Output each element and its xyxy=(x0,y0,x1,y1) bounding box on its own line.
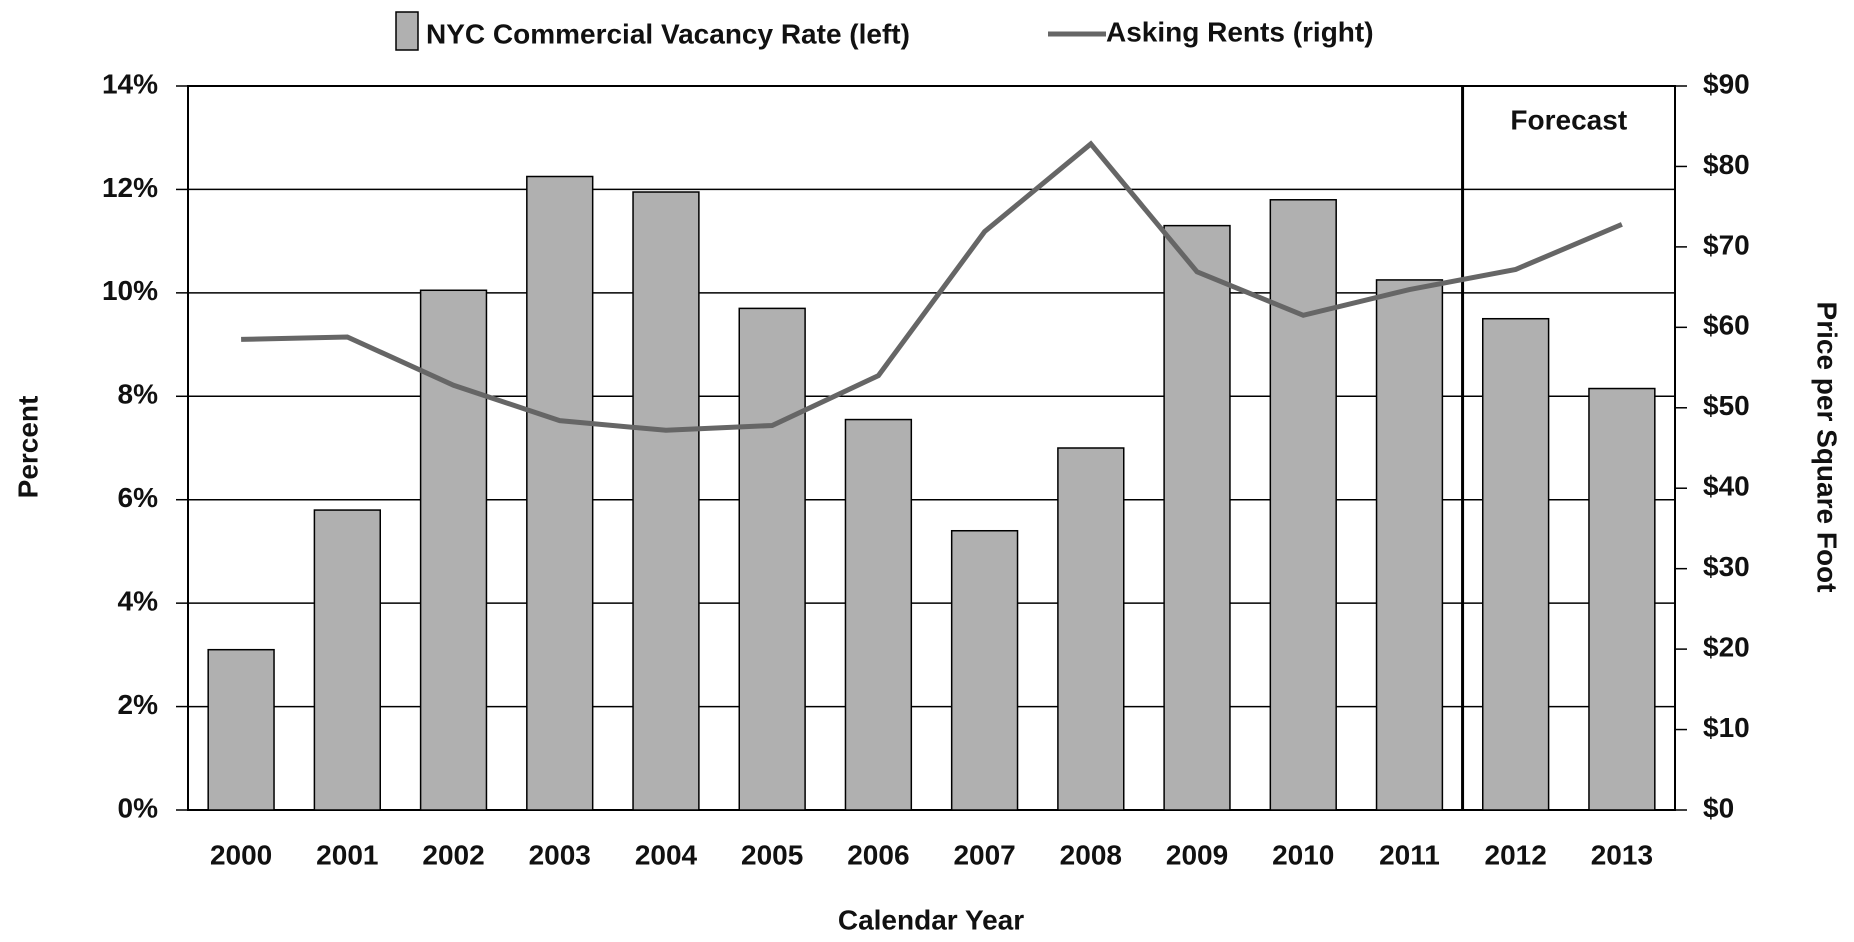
bar xyxy=(207,648,275,811)
y2-tick-label: $20 xyxy=(1703,632,1750,663)
y-tick-label: 12% xyxy=(102,172,158,203)
x-tick-label: 2010 xyxy=(1272,839,1334,870)
y2-tick-label: $50 xyxy=(1703,390,1750,421)
y-tick-label: 0% xyxy=(118,792,159,823)
y2-tick-label: $60 xyxy=(1703,310,1750,341)
y-tick-label: 4% xyxy=(118,586,159,617)
x-tick-label: 2005 xyxy=(741,839,803,870)
bar xyxy=(738,307,806,811)
forecast-label: Forecast xyxy=(1510,104,1627,135)
x-tick-label: 2001 xyxy=(316,839,378,870)
y2-tick-label: $10 xyxy=(1703,712,1750,743)
x-axis-title: Calendar Year xyxy=(838,904,1024,935)
y2-axis-title: Price per Square Foot xyxy=(1812,302,1843,593)
x-tick-label: 2011 xyxy=(1379,839,1440,870)
bar xyxy=(632,191,700,811)
legend-label: NYC Commercial Vacancy Rate (left) xyxy=(426,18,910,49)
x-tick-label: 2009 xyxy=(1166,839,1228,870)
x-tick-label: 2008 xyxy=(1060,839,1122,870)
y2-tick-label: $30 xyxy=(1703,551,1750,582)
bar xyxy=(1588,387,1656,811)
line xyxy=(241,140,1623,433)
bar xyxy=(313,509,381,811)
y-axis-title: Percent xyxy=(12,396,43,499)
x-tick-label: 2013 xyxy=(1591,839,1653,870)
y2-tick-label: $80 xyxy=(1703,149,1750,180)
y-tick-label: 14% xyxy=(102,68,158,99)
x-tick-label: 2004 xyxy=(635,839,698,870)
bar xyxy=(1163,224,1231,811)
y-tick-label: 2% xyxy=(118,689,159,720)
y2-tick-label: $70 xyxy=(1703,229,1750,260)
x-tick-label: 2002 xyxy=(422,839,484,870)
bar xyxy=(526,175,594,811)
bar xyxy=(419,289,488,811)
x-tick-label: 2007 xyxy=(953,839,1015,870)
y-tick-label: 8% xyxy=(118,379,159,410)
y2-tick-label: $90 xyxy=(1703,68,1750,99)
bar xyxy=(950,529,1019,811)
bar xyxy=(1482,317,1550,811)
x-tick-label: 2012 xyxy=(1485,839,1547,870)
x-tick-label: 2003 xyxy=(529,839,591,870)
legend-label: Asking Rents (right) xyxy=(1106,16,1374,47)
bar xyxy=(1057,447,1125,811)
bar xyxy=(1375,279,1444,811)
x-tick-label: 2000 xyxy=(210,839,272,870)
plot-frame xyxy=(187,85,1676,811)
y2-tick-label: $40 xyxy=(1703,471,1750,502)
legend-swatch xyxy=(395,11,419,51)
bar xyxy=(1269,199,1337,811)
y-tick-label: 6% xyxy=(118,482,159,513)
y2-tick-label: $0 xyxy=(1703,792,1734,823)
y-tick-label: 10% xyxy=(102,275,158,306)
bar xyxy=(844,418,913,811)
x-tick-label: 2006 xyxy=(847,839,909,870)
